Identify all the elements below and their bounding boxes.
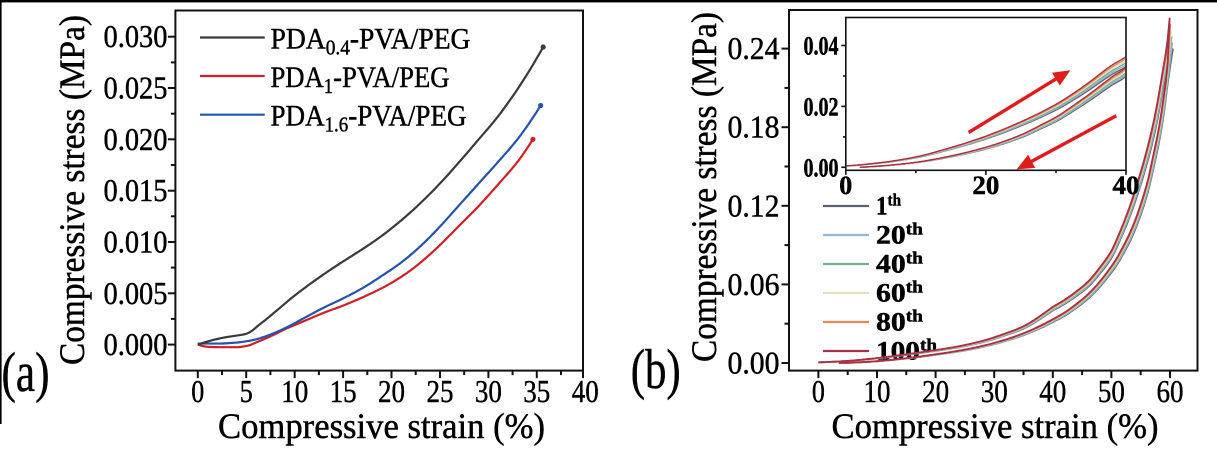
svg-text:0.06: 0.06: [728, 266, 780, 302]
svg-text:0.02: 0.02: [804, 92, 839, 121]
svg-text:PDA1-PVA/PEG: PDA1-PVA/PEG: [271, 61, 450, 98]
svg-text:0.18: 0.18: [728, 109, 780, 145]
svg-text:(a): (a): [2, 342, 50, 404]
svg-text:0.005: 0.005: [104, 275, 168, 311]
svg-text:20: 20: [972, 171, 999, 200]
svg-text:60: 60: [1157, 373, 1184, 409]
svg-text:15: 15: [330, 373, 357, 409]
svg-text:0.24: 0.24: [728, 30, 780, 66]
svg-text:5: 5: [240, 373, 253, 409]
svg-text:0: 0: [191, 373, 204, 409]
svg-text:Compressive stress (MPa): Compressive stress (MPa): [684, 12, 724, 362]
svg-text:10: 10: [864, 373, 891, 409]
svg-text:(b): (b): [631, 339, 681, 401]
svg-text:0.00: 0.00: [728, 345, 780, 381]
svg-text:0.025: 0.025: [104, 70, 168, 106]
svg-text:PDA0.4-PVA/PEG: PDA0.4-PVA/PEG: [271, 23, 471, 60]
svg-text:0.04: 0.04: [804, 32, 839, 61]
svg-text:0: 0: [839, 171, 852, 200]
svg-text:35: 35: [523, 373, 550, 409]
svg-text:20: 20: [378, 373, 405, 409]
svg-text:10: 10: [281, 373, 308, 409]
svg-text:0.010: 0.010: [104, 224, 168, 260]
svg-text:0.030: 0.030: [104, 18, 168, 54]
svg-text:Compressive stress (MPa): Compressive stress (MPa): [52, 15, 92, 365]
svg-text:0: 0: [812, 373, 825, 409]
svg-text:40: 40: [572, 373, 599, 409]
svg-text:20: 20: [922, 373, 949, 409]
svg-text:30: 30: [981, 373, 1008, 409]
svg-text:Compressive strain (%): Compressive strain (%): [218, 406, 545, 446]
svg-text:0.020: 0.020: [104, 121, 168, 157]
svg-text:PDA1.6-PVA/PEG: PDA1.6-PVA/PEG: [271, 100, 467, 137]
svg-text:40: 40: [1039, 373, 1066, 409]
svg-text:Compressive strain (%): Compressive strain (%): [832, 406, 1159, 446]
svg-text:50: 50: [1098, 373, 1125, 409]
svg-text:25: 25: [427, 373, 454, 409]
svg-text:30: 30: [475, 373, 502, 409]
svg-text:0.000: 0.000: [104, 326, 168, 362]
svg-text:0.12: 0.12: [728, 187, 780, 223]
svg-text:0.00: 0.00: [804, 153, 839, 182]
svg-text:0.015: 0.015: [104, 172, 168, 208]
svg-text:40: 40: [1113, 171, 1140, 200]
